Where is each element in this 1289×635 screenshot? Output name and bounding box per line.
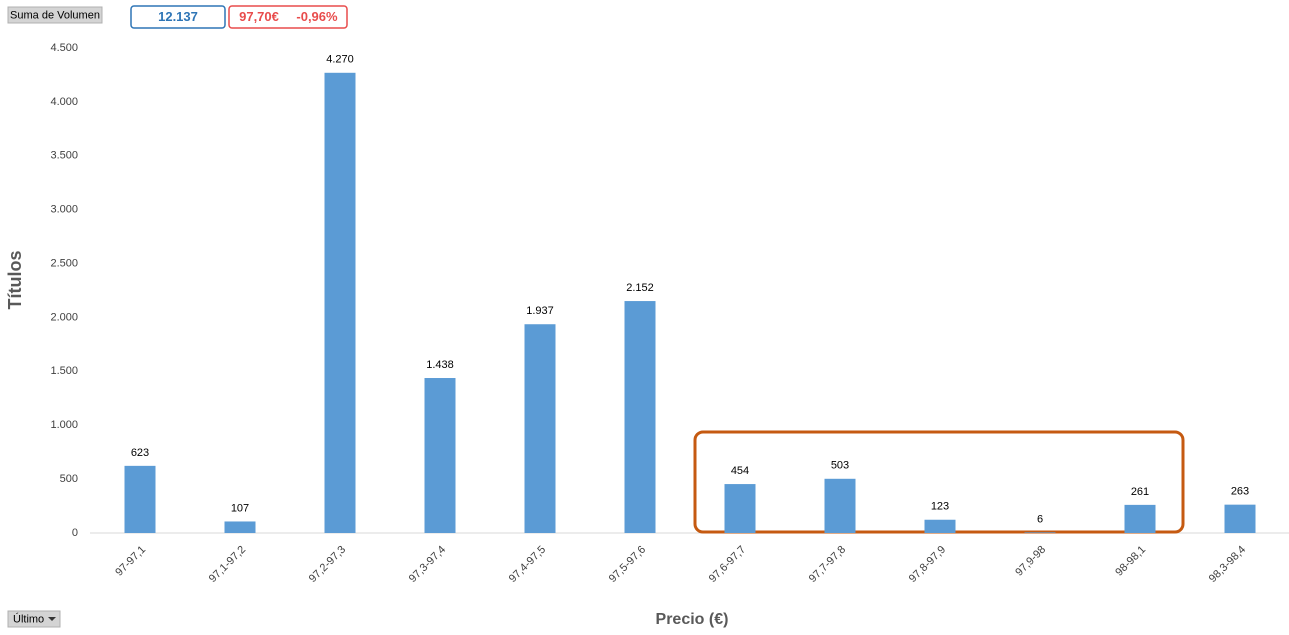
total-box — [130, 5, 226, 29]
x-tick-label: 97,3-97,4 — [407, 544, 448, 585]
value-label: 263 — [1231, 486, 1249, 498]
price-box — [228, 5, 348, 29]
bar — [1024, 532, 1056, 533]
x-axis-title: Precio (€) — [656, 611, 729, 628]
y-tick-label: 2.500 — [50, 257, 78, 269]
bar — [324, 72, 356, 534]
x-tick-label: 97,1-97,2 — [207, 544, 248, 585]
y-tick-label: 4.500 — [50, 42, 78, 54]
y-tick-label: 2.000 — [50, 311, 78, 323]
field-button-label[interactable]: Suma de Volumen — [10, 9, 100, 21]
field-button[interactable] — [7, 6, 103, 24]
bar — [824, 478, 856, 533]
y-tick-label: 1.500 — [50, 365, 78, 377]
y-tick-label: 1.000 — [50, 419, 78, 431]
total-value: 12.137 — [158, 9, 198, 24]
value-label: 1.937 — [526, 305, 554, 317]
value-label: 623 — [131, 447, 149, 459]
bar — [1224, 504, 1256, 533]
bar — [724, 484, 756, 533]
x-tick-label: 97,6-97,7 — [707, 544, 748, 585]
value-label: 2.152 — [626, 282, 654, 294]
y-tick-label: 4.000 — [50, 96, 78, 108]
value-label: 6 — [1037, 513, 1043, 525]
value-label: 261 — [1131, 486, 1149, 498]
y-tick-label: 500 — [60, 473, 78, 485]
bar — [124, 465, 156, 533]
x-tick-label: 97,8-97,9 — [907, 544, 948, 585]
dropdown-arrow[interactable] — [48, 617, 56, 621]
value-label: 454 — [731, 465, 749, 477]
x-tick-label: 98,3-98,4 — [1207, 544, 1248, 585]
y-axis-title: Títulos — [5, 251, 25, 310]
x-tick-label: 98-98,1 — [1113, 544, 1148, 579]
x-tick-label: 97,7-97,8 — [807, 544, 848, 585]
value-label: 503 — [831, 460, 849, 472]
x-tick-label: 97,2-97,3 — [307, 544, 348, 585]
y-tick-label: 3.000 — [50, 204, 78, 216]
value-label: 1.438 — [426, 359, 454, 371]
x-tick-label: 97,9-98 — [1013, 544, 1048, 579]
price-value: 97,70€ — [239, 9, 279, 24]
x-tick-label: 97-97,1 — [113, 544, 148, 579]
change-value: -0,96% — [296, 9, 338, 24]
bar — [524, 324, 556, 533]
x-tick-label: 97,4-97,5 — [507, 544, 548, 585]
bar — [924, 519, 956, 533]
value-label: 4.270 — [326, 54, 354, 66]
filter-button-label[interactable]: Último — [13, 612, 44, 625]
value-label: 107 — [231, 502, 249, 514]
bar — [1124, 504, 1156, 533]
highlight-box — [693, 430, 1185, 534]
value-label: 123 — [931, 501, 949, 513]
x-tick-label: 97,5-97,6 — [607, 544, 648, 585]
y-tick-label: 3.500 — [50, 150, 78, 162]
bar — [424, 378, 456, 533]
bar — [624, 301, 656, 533]
bar — [224, 521, 256, 533]
filter-button[interactable] — [7, 610, 61, 628]
y-tick-label: 0 — [72, 527, 78, 539]
